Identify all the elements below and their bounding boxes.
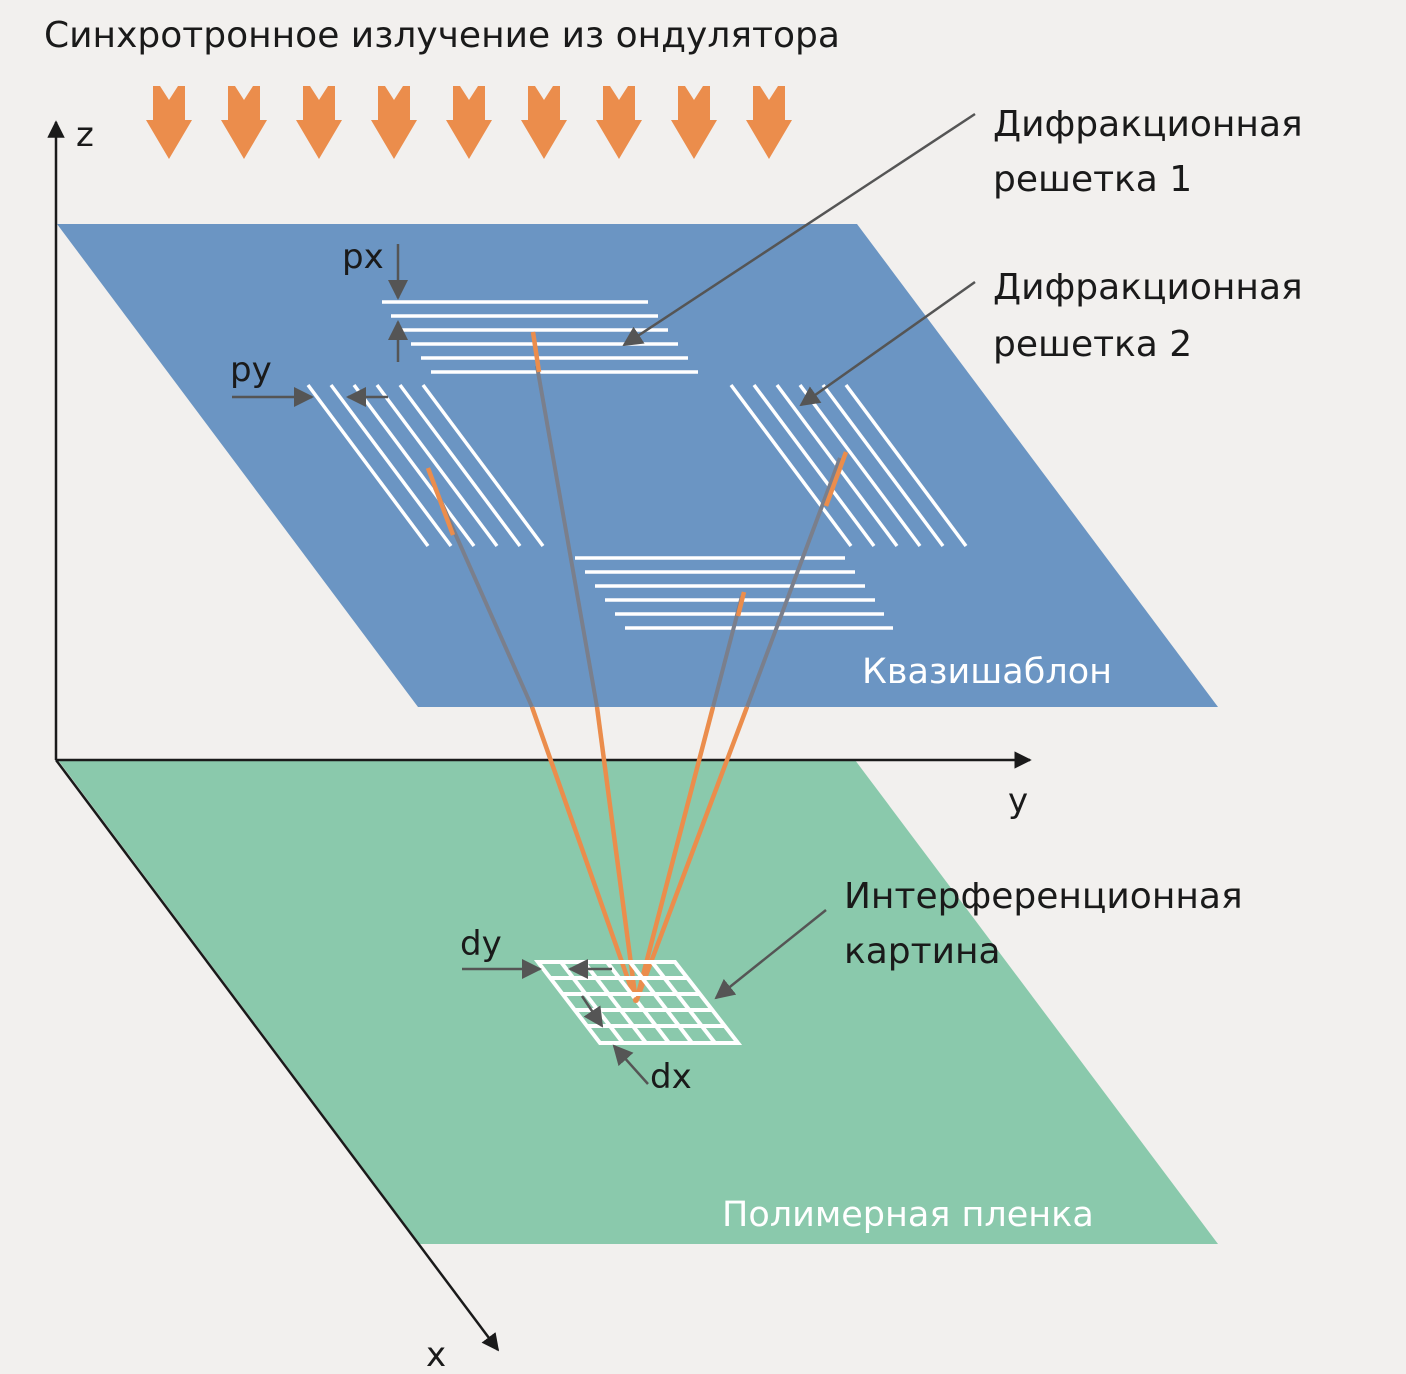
beam-3 [735, 591, 747, 617]
title-text: Синхротронное излучение из ондулятора [44, 15, 840, 56]
dx-arrow-upper [580, 995, 604, 1028]
beam-3-lower [633, 706, 716, 1003]
grating-2-left [306, 383, 545, 548]
px-label: px [342, 237, 384, 277]
grating-1-label-line1: Дифракционная [993, 104, 1303, 145]
callout-pointers [622, 112, 976, 1000]
dx-label: dx [650, 1057, 692, 1097]
interference-label-line2: картина [844, 931, 1001, 972]
radiation-arrow-icon [521, 86, 567, 159]
radiation-arrow-icon [671, 86, 717, 159]
radiation-arrow-icon [446, 86, 492, 159]
grating-1-label-line2: решетка 1 [993, 159, 1192, 200]
radiation-arrow-icon [746, 86, 792, 159]
py-label: py [230, 350, 272, 390]
interference-label-line1: Интерференционная [844, 876, 1243, 917]
grating-2-pointer [799, 280, 976, 407]
beam-focus-point [633, 997, 639, 1003]
beam-4 [823, 451, 849, 507]
z-axis-label: z [76, 115, 94, 155]
grating-1-bottom [575, 556, 893, 630]
radiation-arrow-icon [596, 86, 642, 159]
grating-2-label-line2: решетка 2 [993, 324, 1192, 365]
radiation-arrow-icon [371, 86, 417, 159]
dx-arrow-lower [612, 1044, 649, 1085]
dimension-arrows [232, 244, 649, 1085]
mask-label: Квазишаблон [862, 652, 1112, 692]
beams [425, 331, 849, 1003]
radiation-arrow-icon [221, 86, 267, 159]
x-axis [54, 759, 500, 1352]
grating-2-label-line1: Дифракционная [993, 267, 1303, 308]
beam-4-lower [633, 706, 750, 1003]
interference-pointer [714, 909, 827, 1000]
x-axis-label: x [426, 1335, 446, 1374]
grating-1-pointer [622, 112, 976, 347]
radiation-arrow-icon [146, 86, 192, 159]
y-axis-label: y [1008, 781, 1028, 821]
beam-2-lower [594, 706, 639, 1003]
radiation-arrows [146, 86, 792, 159]
mask-plane [57, 224, 1218, 707]
film-label: Полимерная пленка [722, 1195, 1094, 1235]
beam-1-lower [529, 706, 639, 1003]
beam-2 [530, 331, 542, 373]
radiation-arrow-icon [296, 86, 342, 159]
beam-1 [425, 467, 456, 536]
dy-label: dy [460, 924, 502, 964]
axes [47, 120, 1032, 1352]
